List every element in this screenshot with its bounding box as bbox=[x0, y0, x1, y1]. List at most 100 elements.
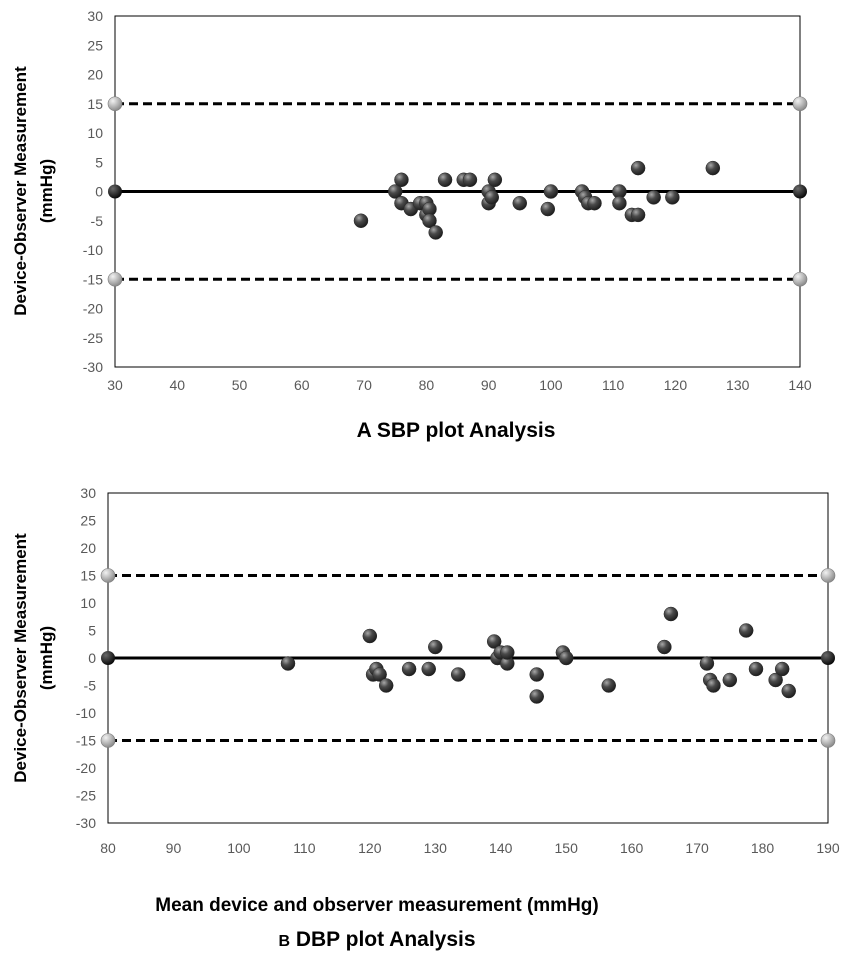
y-tick-label: -5 bbox=[84, 678, 97, 694]
data-point bbox=[387, 184, 403, 199]
x-tick-label: 110 bbox=[293, 840, 316, 856]
data-point bbox=[630, 207, 646, 223]
data-point bbox=[394, 172, 409, 188]
data-point bbox=[738, 623, 754, 638]
y-tick-label: -20 bbox=[76, 760, 96, 776]
y-tick-label: 10 bbox=[87, 125, 103, 141]
y-tick-label: 25 bbox=[80, 513, 96, 529]
mean-line-endpoint-marker bbox=[793, 184, 807, 199]
panel-b-y-ticks: 30 25 20 15 10 5 0 -5 -10 -15 -20 -25 -30 bbox=[76, 485, 96, 831]
data-point bbox=[280, 656, 296, 671]
panel-b-ylabel-line2: (mmHg) bbox=[37, 626, 56, 690]
data-point bbox=[462, 172, 478, 188]
x-tick-label: 60 bbox=[294, 377, 310, 393]
data-point bbox=[500, 645, 515, 660]
data-point bbox=[487, 172, 503, 188]
data-point bbox=[748, 661, 764, 677]
y-tick-label: 15 bbox=[87, 96, 103, 112]
data-point bbox=[450, 667, 466, 682]
y-tick-label: -30 bbox=[76, 815, 96, 831]
panel-b-caption-rest: DBP plot Analysis bbox=[290, 928, 476, 951]
data-point bbox=[587, 195, 602, 211]
x-tick-label: 150 bbox=[555, 840, 579, 856]
y-tick-label: -10 bbox=[76, 705, 96, 721]
mean-line-endpoint-marker bbox=[101, 651, 115, 665]
x-tick-label: 40 bbox=[169, 377, 185, 393]
x-tick-label: 80 bbox=[419, 377, 435, 393]
y-tick-label: 30 bbox=[80, 485, 96, 501]
data-point bbox=[665, 190, 680, 205]
limit-line-endpoint-marker bbox=[792, 96, 808, 112]
panel-a-x-ticks: 30 40 50 60 70 80 90 100 110 120 130 140 bbox=[107, 377, 812, 393]
panel-a-ylabel-line1: Device-Observer Measurement bbox=[11, 66, 30, 316]
y-tick-label: 10 bbox=[80, 595, 96, 611]
data-point bbox=[601, 678, 616, 693]
data-point bbox=[657, 639, 672, 655]
data-point bbox=[486, 634, 502, 649]
y-tick-label: 20 bbox=[80, 540, 96, 556]
y-tick-label: -30 bbox=[83, 359, 103, 375]
x-tick-label: 50 bbox=[232, 377, 248, 393]
data-point bbox=[612, 195, 627, 211]
y-tick-label: -10 bbox=[83, 242, 103, 258]
y-tick-label: -15 bbox=[76, 733, 96, 749]
x-tick-label: 140 bbox=[489, 840, 513, 856]
y-tick-label: -25 bbox=[83, 330, 103, 346]
x-tick-label: 130 bbox=[726, 377, 750, 393]
data-point bbox=[781, 683, 796, 699]
y-tick-label: 5 bbox=[88, 623, 96, 639]
panel-b-caption-letter: B bbox=[278, 933, 290, 950]
y-tick-label: -25 bbox=[76, 788, 96, 804]
data-point bbox=[428, 639, 443, 655]
x-tick-label: 100 bbox=[227, 840, 251, 856]
panel-b: 30 25 20 15 10 5 0 -5 -10 -15 -20 -25 -30 80 90 100 110… bbox=[11, 485, 840, 951]
data-point bbox=[706, 678, 721, 693]
data-point bbox=[428, 225, 443, 240]
y-tick-label: 0 bbox=[88, 650, 96, 666]
x-tick-label: 80 bbox=[100, 840, 116, 856]
data-point bbox=[646, 190, 661, 205]
data-point bbox=[353, 213, 369, 228]
limit-line-endpoint-marker bbox=[107, 96, 123, 112]
x-tick-label: 90 bbox=[166, 840, 182, 856]
panel-a-points bbox=[353, 160, 721, 240]
data-point bbox=[422, 213, 437, 228]
limit-line-endpoint-marker bbox=[100, 733, 116, 748]
data-point bbox=[663, 606, 679, 622]
x-tick-label: 110 bbox=[602, 377, 625, 393]
data-point bbox=[558, 650, 574, 666]
panel-b-xlabel: Mean device and observer measurement (mm… bbox=[155, 895, 599, 916]
panel-b-points bbox=[280, 606, 796, 704]
panel-b-caption: B DBP plot Analysis bbox=[278, 928, 475, 951]
data-point bbox=[401, 661, 417, 677]
data-point bbox=[699, 656, 715, 671]
x-tick-label: 130 bbox=[424, 840, 448, 856]
x-tick-label: 100 bbox=[539, 377, 563, 393]
x-tick-label: 120 bbox=[358, 840, 382, 856]
y-tick-label: -20 bbox=[83, 301, 103, 317]
y-tick-label: 25 bbox=[87, 37, 103, 53]
data-point bbox=[362, 628, 378, 644]
limit-line-endpoint-marker bbox=[820, 733, 836, 748]
panel-b-x-ticks: 80 90 100 110 120 130 140 150 160 170 180 190 bbox=[100, 840, 840, 856]
panel-a-caption: A SBP plot Analysis bbox=[357, 419, 556, 442]
limit-line-endpoint-marker bbox=[107, 271, 123, 287]
x-tick-label: 30 bbox=[107, 377, 123, 393]
data-point bbox=[630, 160, 646, 176]
y-tick-label: -15 bbox=[83, 271, 103, 287]
data-point bbox=[540, 201, 556, 217]
y-tick-label: 20 bbox=[87, 67, 103, 83]
mean-line-endpoint-marker bbox=[108, 184, 122, 199]
panel-a-y-ticks: 30 25 20 15 10 5 0 -5 -10 -15 -20 -25 -30 bbox=[83, 8, 103, 375]
mean-line-endpoint-marker bbox=[821, 651, 835, 665]
y-tick-label: 30 bbox=[87, 8, 103, 24]
panel-a-ylabel-line2: (mmHg) bbox=[37, 159, 56, 223]
y-tick-label: 15 bbox=[80, 568, 96, 584]
data-point bbox=[722, 672, 738, 688]
limit-line-endpoint-marker bbox=[792, 271, 808, 287]
x-tick-label: 160 bbox=[620, 840, 644, 856]
data-point bbox=[768, 672, 783, 688]
y-tick-label: 0 bbox=[95, 184, 103, 200]
data-point bbox=[484, 190, 499, 205]
